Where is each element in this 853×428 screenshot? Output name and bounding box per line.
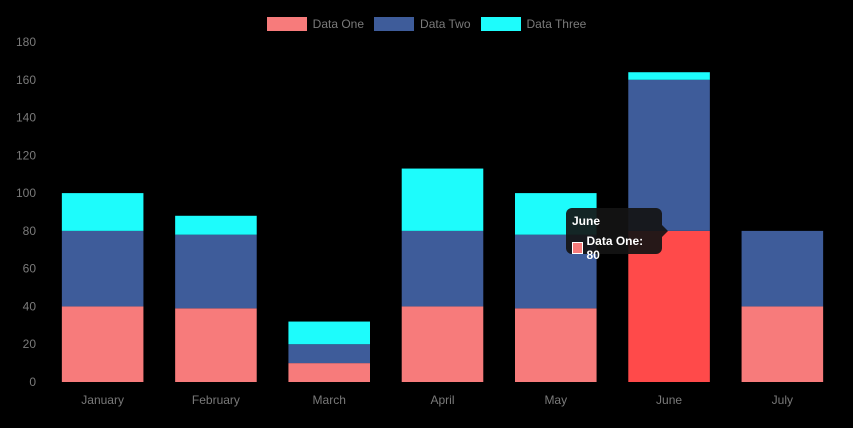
x-tick-label: February [192, 393, 240, 407]
y-tick-label: 80 [23, 224, 37, 238]
tooltip: June Data One: 80 [566, 208, 668, 262]
bar-data-one-april[interactable] [401, 306, 484, 382]
y-tick-label: 20 [23, 337, 37, 351]
bar-data-two-june[interactable] [628, 79, 710, 231]
bar-data-one-june[interactable] [628, 230, 710, 382]
y-tick-label: 100 [16, 186, 36, 200]
x-tick-label: January [81, 393, 124, 407]
y-tick-label: 0 [29, 375, 36, 389]
y-axis: 0 20 40 60 80 100 120 140 160 180 [16, 35, 36, 389]
x-tick-label: March [313, 393, 346, 407]
bar-data-one-march[interactable] [288, 363, 370, 382]
legend-item[interactable]: Data One [266, 17, 365, 31]
bar-data-two-march[interactable] [288, 344, 370, 364]
bar-data-two-january[interactable] [61, 230, 144, 307]
x-tick-label: July [772, 393, 793, 407]
legend-item[interactable]: Data Two [374, 17, 471, 31]
legend: Data One Data Two Data Three [0, 17, 853, 31]
bar-data-three-april[interactable] [401, 168, 484, 231]
tooltip-swatch [572, 242, 584, 254]
tooltip-label: Data One: 80 [586, 234, 644, 262]
legend-swatch [374, 17, 415, 31]
bar-data-three-february[interactable] [175, 215, 257, 235]
y-tick-label: 40 [23, 299, 37, 313]
legend-label: Data One [312, 17, 365, 31]
bar-data-one-february[interactable] [175, 308, 257, 382]
y-tick-label: 60 [23, 262, 37, 276]
legend-label: Data Two [420, 17, 471, 31]
y-tick-label: 160 [16, 73, 36, 87]
y-tick-label: 140 [16, 111, 36, 125]
tooltip-title: June [572, 214, 601, 228]
x-axis: January February March April May June July [81, 393, 793, 407]
bars [61, 72, 824, 382]
legend-swatch [266, 17, 307, 31]
bar-data-three-march[interactable] [288, 321, 370, 345]
bar-data-three-january[interactable] [61, 193, 144, 231]
y-tick-label: 180 [16, 35, 36, 49]
bar-data-one-july[interactable] [741, 306, 824, 382]
bar-data-three-june[interactable] [628, 72, 710, 80]
tooltip-row: Data One: 80 [572, 234, 656, 262]
bar-data-two-february[interactable] [175, 234, 257, 309]
y-tick-label: 120 [16, 148, 36, 162]
bar-data-two-april[interactable] [401, 230, 484, 307]
x-tick-label: May [544, 393, 567, 407]
x-tick-label: April [430, 393, 454, 407]
bar-data-two-july[interactable] [741, 230, 824, 307]
x-tick-label: June [656, 393, 682, 407]
bar-data-one-may[interactable] [515, 308, 597, 382]
legend-item[interactable]: Data Three [480, 17, 587, 31]
bar-data-one-january[interactable] [61, 306, 144, 382]
legend-label: Data Three [526, 17, 587, 31]
legend-swatch [480, 17, 521, 31]
